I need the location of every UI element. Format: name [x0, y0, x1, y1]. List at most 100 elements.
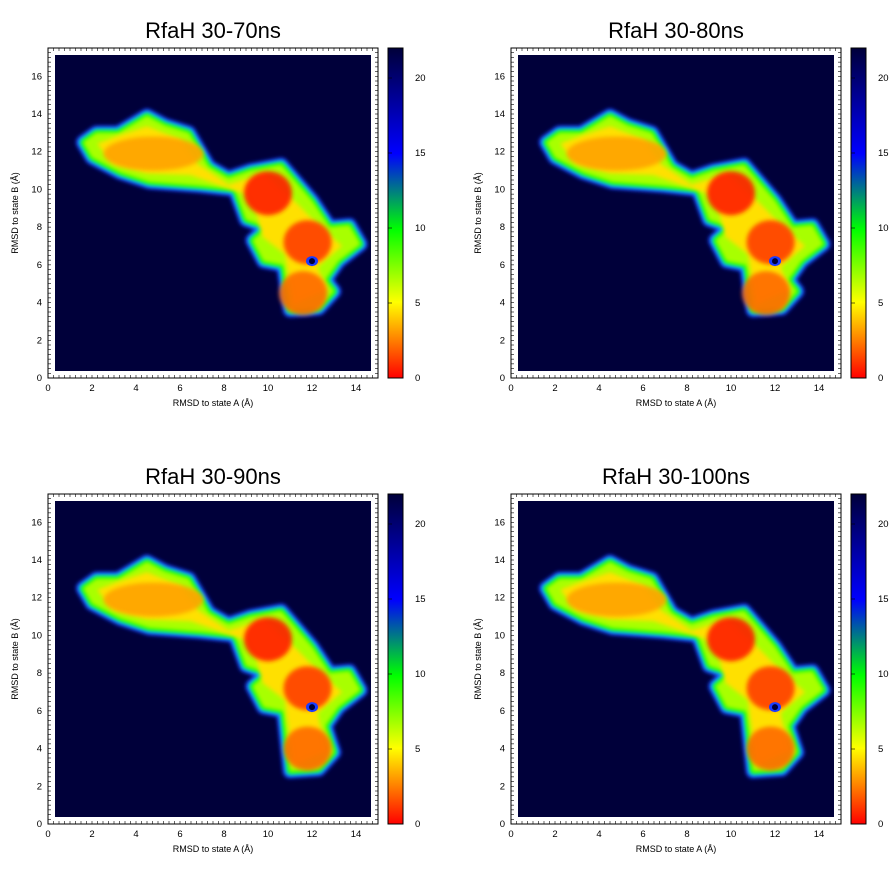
x-tick-label: 4 [596, 383, 601, 394]
x-tick-label: 2 [89, 383, 94, 394]
colorbar [387, 47, 404, 379]
energy-minimum [103, 582, 204, 617]
y-tick-label: 8 [37, 668, 42, 679]
colorbar-tick-label: 10 [878, 223, 889, 234]
y-tick-label: 6 [37, 260, 42, 271]
y-tick-label: 4 [500, 298, 505, 309]
y-tick-label: 14 [494, 555, 505, 566]
colorbar-tick-label: 10 [415, 669, 426, 680]
y-tick-label: 12 [31, 147, 42, 158]
x-tick-label: 8 [684, 383, 689, 394]
x-tick-label: 14 [814, 383, 825, 394]
x-tick-label: 2 [89, 829, 94, 840]
x-tick-label: 0 [45, 383, 50, 394]
colorbar-tick-label: 0 [415, 819, 420, 830]
colorbar-tick-label: 15 [415, 594, 426, 605]
energy-minimum [283, 220, 332, 265]
x-tick-label: 8 [684, 829, 689, 840]
x-axis-label: RMSD to state A (Å) [173, 844, 254, 854]
y-tick-label: 12 [494, 147, 505, 158]
y-tick-label: 14 [31, 109, 42, 120]
energy-minimum [283, 726, 332, 771]
x-tick-label: 10 [726, 829, 737, 840]
x-tick-label: 10 [726, 383, 737, 394]
x-tick-label: 12 [770, 829, 781, 840]
y-tick-label: 4 [37, 744, 42, 755]
colorbar-tick-label: 15 [878, 594, 889, 605]
x-tick-label: 12 [770, 383, 781, 394]
y-tick-label: 4 [500, 744, 505, 755]
colorbar-tick-label: 15 [415, 148, 426, 159]
y-tick-label: 0 [37, 373, 42, 384]
colorbar [850, 493, 867, 825]
chart-title: RfaH 30-80ns [608, 18, 744, 43]
y-tick-label: 16 [31, 71, 42, 82]
y-axis-label: RMSD to state B (Å) [10, 618, 20, 700]
y-axis-label: RMSD to state B (Å) [10, 172, 20, 254]
x-tick-label: 14 [351, 383, 362, 394]
energy-minimum [746, 220, 795, 265]
energy-minimum [244, 617, 292, 662]
x-tick-label: 12 [307, 829, 318, 840]
x-tick-label: 2 [552, 383, 557, 394]
colorbar [387, 493, 404, 825]
basin-hole-core [772, 704, 778, 711]
energy-minimum [103, 136, 204, 171]
colorbar-tick-label: 5 [415, 298, 420, 309]
colorbar-tick-label: 10 [878, 669, 889, 680]
chart-title: RfaH 30-70ns [145, 18, 281, 43]
energy-minimum [566, 582, 667, 617]
x-tick-label: 10 [263, 383, 274, 394]
y-tick-label: 14 [494, 109, 505, 120]
x-axis-label: RMSD to state A (Å) [173, 398, 254, 408]
x-tick-label: 6 [640, 383, 645, 394]
colorbar-tick-label: 0 [878, 373, 883, 384]
y-tick-label: 16 [31, 517, 42, 528]
x-tick-label: 4 [596, 829, 601, 840]
chart-title: RfaH 30-100ns [602, 464, 750, 489]
x-tick-label: 4 [133, 829, 138, 840]
chart-title: RfaH 30-90ns [145, 464, 281, 489]
energy-minimum [746, 726, 795, 771]
colorbar-tick-label: 15 [878, 148, 889, 159]
y-tick-label: 4 [37, 298, 42, 309]
y-tick-label: 8 [500, 668, 505, 679]
x-axis-label: RMSD to state A (Å) [636, 398, 717, 408]
y-axis-label: RMSD to state B (Å) [473, 618, 483, 700]
energy-minimum [707, 171, 755, 216]
y-tick-label: 0 [500, 373, 505, 384]
energy-minimum [742, 271, 791, 316]
energy-minimum [707, 617, 755, 662]
y-tick-label: 2 [37, 781, 42, 792]
panel-30-80: RfaH 30-80ns 0 2 4 6 8 10 12 14 0 2 4 6 8 10 12 14 16 RMSD… [473, 18, 889, 408]
y-tick-label: 16 [494, 71, 505, 82]
colorbar-tick-label: 10 [415, 223, 426, 234]
x-tick-label: 6 [640, 829, 645, 840]
y-tick-label: 2 [500, 781, 505, 792]
energy-minimum [566, 136, 667, 171]
x-tick-label: 6 [177, 383, 182, 394]
x-tick-label: 10 [263, 829, 274, 840]
y-tick-label: 10 [494, 630, 505, 641]
y-tick-label: 6 [500, 706, 505, 717]
x-tick-label: 0 [45, 829, 50, 840]
colorbar-tick-label: 20 [415, 519, 426, 530]
x-tick-label: 8 [221, 383, 226, 394]
basin-hole-core [772, 258, 778, 265]
x-tick-label: 4 [133, 383, 138, 394]
colorbar-tick-label: 0 [415, 373, 420, 384]
y-tick-label: 10 [494, 184, 505, 195]
y-tick-label: 10 [31, 630, 42, 641]
colorbar-tick-label: 20 [415, 73, 426, 84]
energy-minimum [244, 171, 292, 216]
y-tick-label: 14 [31, 555, 42, 566]
energy-minimum [746, 666, 795, 711]
y-tick-label: 12 [31, 593, 42, 604]
basin-hole-core [309, 258, 315, 265]
x-tick-label: 0 [508, 383, 513, 394]
y-tick-label: 6 [500, 260, 505, 271]
panel-30-70: RfaH 30-70ns 0 2 4 6 8 10 12 14 0 2 4 6 8 10 12 14 16 RMSD… [10, 18, 426, 408]
colorbar [850, 47, 867, 379]
basin-hole-core [309, 704, 315, 711]
colorbar-tick-label: 20 [878, 73, 889, 84]
